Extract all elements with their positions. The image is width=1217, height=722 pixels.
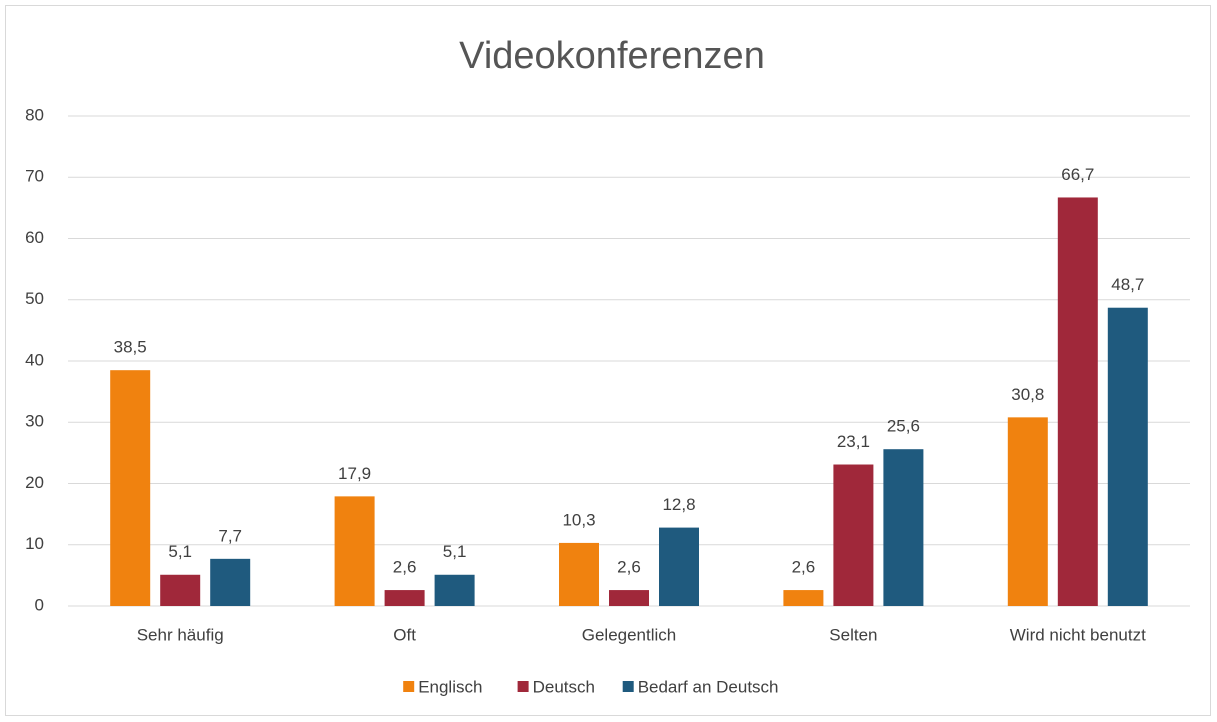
bar <box>384 590 425 606</box>
y-tick-label: 80 <box>25 105 44 124</box>
chart-title: Videokonferenzen <box>459 35 765 77</box>
y-tick-label: 60 <box>25 228 44 247</box>
bar <box>783 590 824 606</box>
data-label: 17,9 <box>338 464 371 483</box>
x-tick-label: Selten <box>829 625 877 644</box>
bar <box>1107 307 1148 606</box>
data-label: 23,1 <box>837 432 870 451</box>
legend-label: Bedarf an Deutsch <box>638 677 779 696</box>
legend-swatch <box>517 681 529 692</box>
data-label: 2,6 <box>617 558 641 577</box>
y-tick-label: 0 <box>35 595 44 614</box>
data-label: 48,7 <box>1111 275 1144 294</box>
bar <box>559 542 599 606</box>
data-label: 30,8 <box>1011 385 1044 404</box>
data-label: 2,6 <box>393 558 417 577</box>
x-tick-label: Gelegentlich <box>582 625 677 644</box>
y-tick-label: 50 <box>25 289 44 308</box>
bar <box>609 590 649 606</box>
legend-swatch <box>403 681 415 692</box>
legend-label: Deutsch <box>533 677 595 696</box>
bar <box>110 370 151 606</box>
data-label: 2,6 <box>792 558 816 577</box>
x-tick-label: Sehr häufig <box>137 625 224 644</box>
bar <box>334 496 375 606</box>
bar <box>434 574 475 606</box>
data-label: 7,7 <box>218 526 242 545</box>
legend-swatch <box>622 681 634 692</box>
bar <box>1007 417 1048 606</box>
data-label: 25,6 <box>887 417 920 436</box>
x-tick-label: Wird nicht benutzt <box>1010 625 1146 644</box>
y-tick-label: 20 <box>25 473 44 492</box>
data-label: 5,1 <box>443 542 467 561</box>
bar <box>883 449 924 606</box>
data-label: 10,3 <box>562 510 595 529</box>
data-label: 38,5 <box>114 338 147 357</box>
bar <box>160 574 201 606</box>
y-tick-label: 40 <box>25 350 44 369</box>
data-label: 12,8 <box>662 495 695 514</box>
bar <box>1057 197 1098 606</box>
y-tick-label: 70 <box>25 167 44 186</box>
y-tick-label: 30 <box>25 412 44 431</box>
bar <box>210 558 251 606</box>
y-tick-label: 10 <box>25 534 44 553</box>
bar <box>833 464 874 606</box>
bar <box>659 527 699 606</box>
data-label: 5,1 <box>168 542 192 561</box>
legend-label: Englisch <box>418 677 482 696</box>
data-label: 66,7 <box>1061 165 1094 184</box>
x-tick-label: Oft <box>393 625 416 644</box>
